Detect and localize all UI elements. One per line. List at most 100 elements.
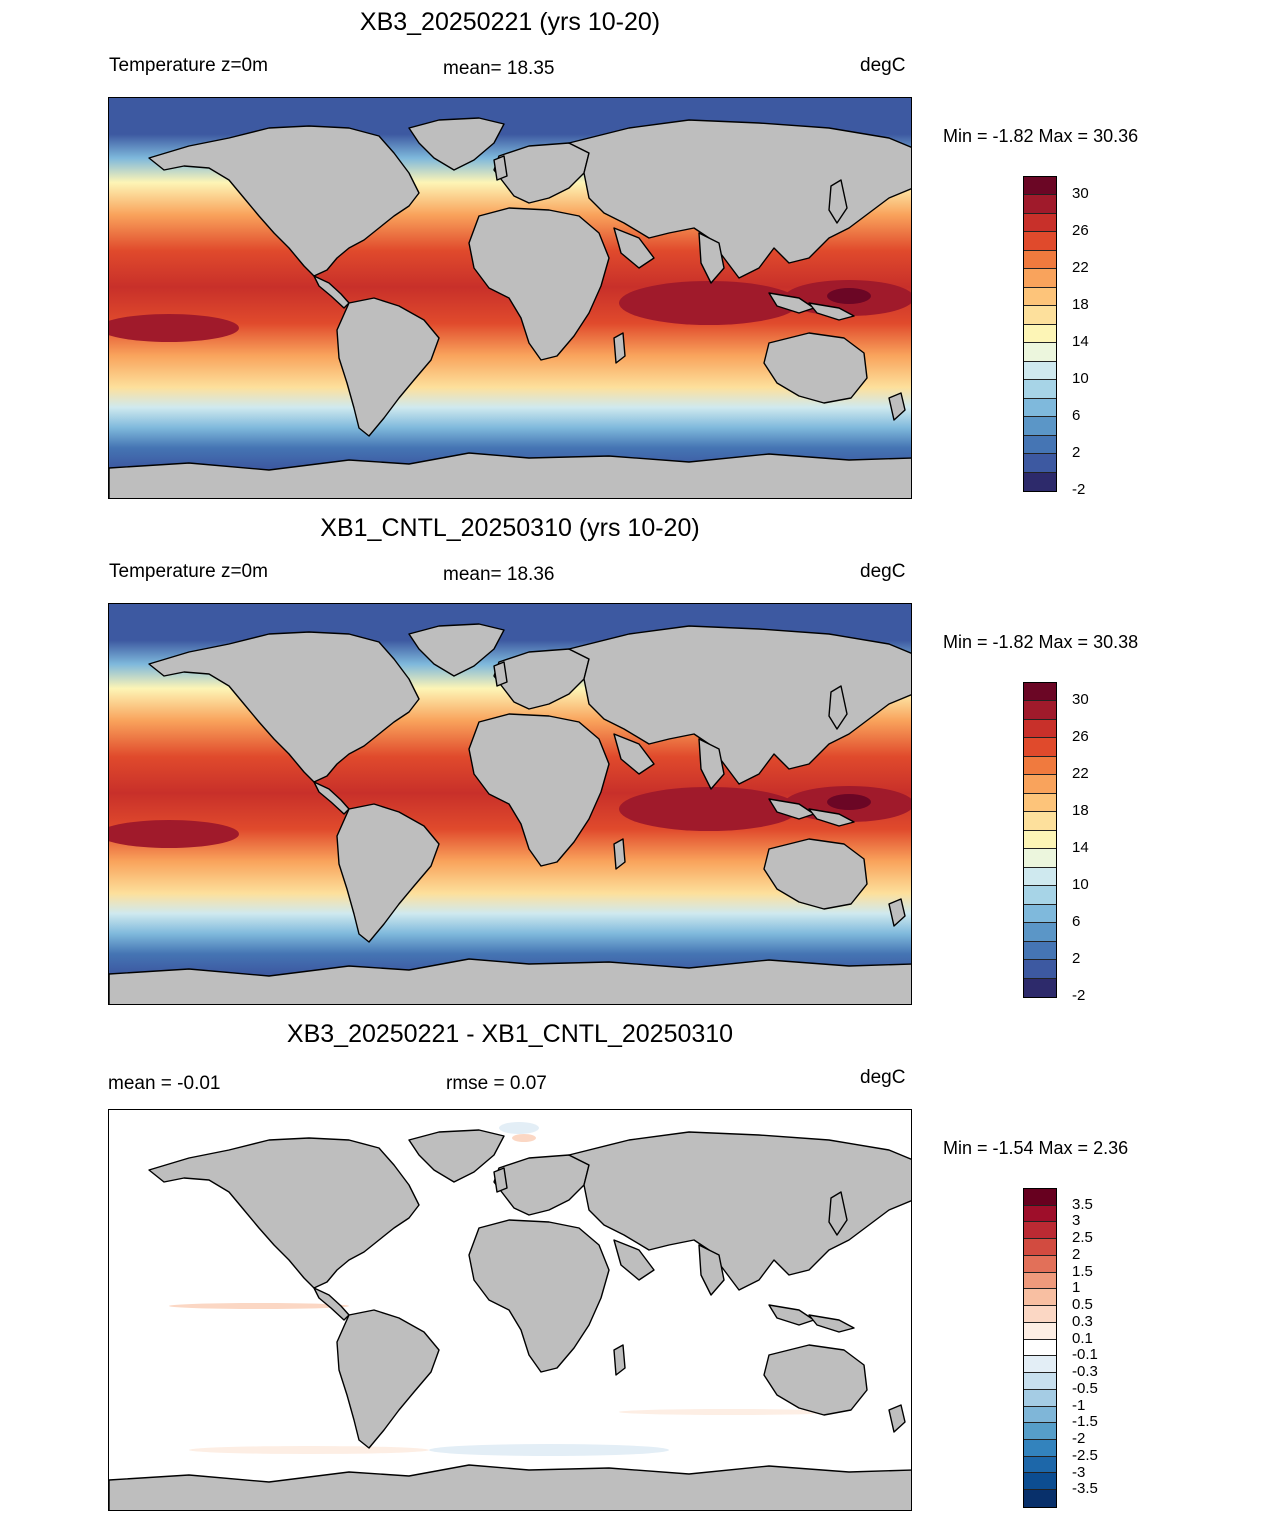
diff-anomaly [429,1444,669,1456]
landmass [768,1304,815,1326]
colorbar-swatch [1024,232,1056,251]
colorbar-tick-label: 0.1 [1072,1329,1093,1347]
warm-core [827,288,871,304]
landmass [109,452,911,498]
diff-anomaly [619,1409,839,1415]
landmass [888,898,906,927]
colorbar-swatch [1024,719,1056,739]
land-mask [109,1129,911,1510]
colorbar-swatch [1024,1339,1056,1357]
colorbar-tick-label: 6 [1072,407,1081,425]
east-pacific-warm [109,820,239,848]
colorbar-swatch [1024,324,1056,344]
colorbar-tick-label: 6 [1072,913,1081,931]
sst-map [108,603,912,1005]
panel-title: XB3_20250221 - XB1_CNTL_20250310 [286,1020,734,1048]
colorbar-tick-label: -0.3 [1072,1363,1098,1381]
colorbar-swatch [1024,775,1056,794]
landmass [808,302,855,321]
sst-map [108,97,912,499]
colorbar-swatch [1024,793,1056,813]
landmass [468,713,610,867]
landmass [408,117,505,171]
diff-anomaly [512,1134,536,1142]
landmass [698,232,725,284]
indian-ocean-warm [619,281,799,325]
colorbar-tick-label: 3 [1072,1212,1081,1230]
colorbar-swatch [1024,417,1056,436]
landmass [408,1129,505,1183]
colorbar-tick-label: -3 [1072,1463,1086,1481]
landmass [336,803,440,943]
colorbar-tick-label: 10 [1072,370,1089,388]
colorbar-swatch [1024,756,1056,776]
land-mask [109,623,911,1004]
landmass [568,1131,911,1291]
colorbar-swatch [1024,886,1056,905]
landmass [336,297,440,437]
colorbar-tick-label: 14 [1072,839,1089,857]
colorbar-swatch [1024,250,1056,270]
landmass [763,838,868,910]
landmass [698,1244,725,1296]
colorbar [1023,682,1057,998]
landmass [313,781,350,815]
landmass [613,1344,626,1376]
colorbar-swatch [1024,269,1056,288]
colorbar-swatch [1024,1222,1056,1240]
landmass [493,142,590,204]
landmass [828,1191,848,1236]
colorbar-tick-label: -1.5 [1072,1413,1098,1431]
colorbar-swatch [1024,1490,1056,1507]
landmass [493,155,508,181]
colorbar-swatch [1024,701,1056,720]
mean-label: mean= 18.36 [443,564,555,585]
colorbar-swatch [1024,923,1056,942]
colorbar-swatch [1024,380,1056,399]
panel-difference: XB3_20250221 - XB1_CNTL_20250310 mean = … [0,1012,1285,1518]
colorbar-tick-label: 2 [1072,1245,1081,1263]
colorbar-swatch [1024,830,1056,850]
colorbar-tick-label: -2 [1072,481,1086,498]
colorbar-swatch [1024,1306,1056,1323]
colorbar-swatch [1024,1473,1056,1491]
landmass [148,1137,420,1289]
panel-title: XB3_20250221 (yrs 10-20) [359,8,661,36]
colorbar-swatch [1024,472,1056,491]
colorbar-tick-label: -0.5 [1072,1379,1098,1397]
landmass [468,1219,610,1373]
colorbar-swatch [1024,1205,1056,1223]
colorbar-tick-label: 30 [1072,185,1089,203]
landmass [313,275,350,309]
landmass [408,623,505,677]
landmass [568,119,911,279]
landmass [148,631,420,783]
colorbar-swatch [1024,683,1056,702]
landmass [109,958,911,1004]
colorbar-swatch [1024,1189,1056,1206]
colorbar [1023,176,1057,492]
colorbar-swatch [1024,454,1056,473]
diff-anomaly [169,1303,349,1309]
colorbar-swatch [1024,978,1056,997]
landmass [763,332,868,404]
landmass [493,661,508,687]
colorbar-swatch [1024,1255,1056,1273]
map-canvas [109,604,911,1004]
colorbar-tick-label: -2.5 [1072,1446,1098,1464]
diff-anomaly [189,1446,429,1454]
colorbar-tick-label: -3.5 [1072,1480,1098,1498]
landmass [493,1167,508,1193]
units-label: degC [860,561,906,582]
colorbar-tick-label: 10 [1072,876,1089,894]
landmass [468,207,610,361]
landmass [313,1287,350,1321]
variable-label: Temperature z=0m [109,561,268,582]
landmass [613,227,655,269]
colorbar-tick-label: 22 [1072,765,1089,783]
colorbar-swatch [1024,867,1056,887]
colorbar-tick-label: -1 [1072,1396,1086,1414]
colorbar-swatch [1024,398,1056,418]
rmse-label: rmse = 0.07 [446,1073,547,1094]
colorbar-swatch [1024,361,1056,381]
